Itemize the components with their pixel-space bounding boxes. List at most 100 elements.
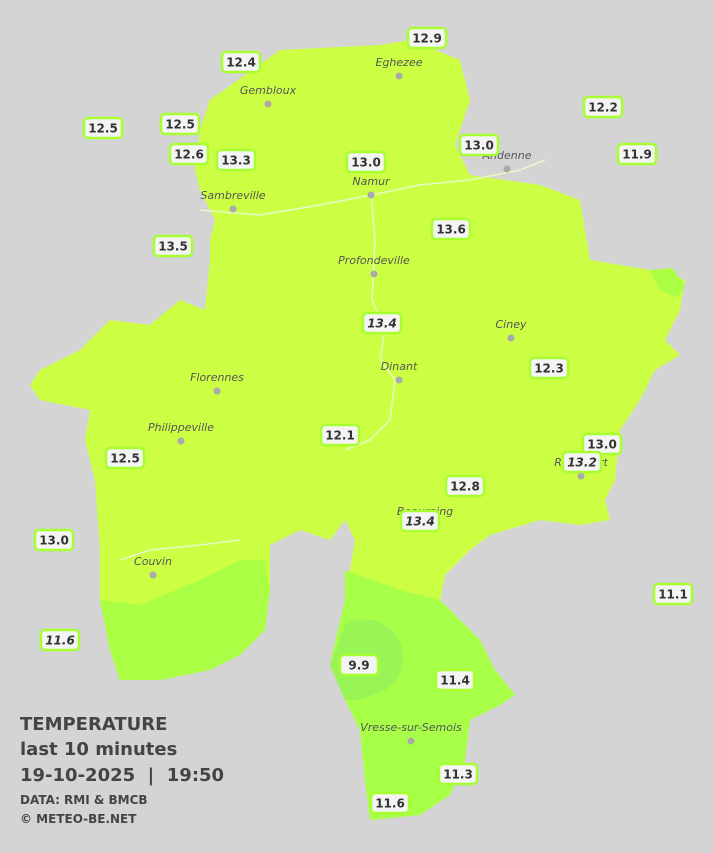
station: 9.9 bbox=[338, 653, 380, 677]
station-value: 12.5 bbox=[165, 118, 195, 132]
station: 13.6 bbox=[430, 217, 472, 241]
city-dot bbox=[395, 72, 403, 80]
city-label: Namur bbox=[352, 175, 391, 188]
station-value: 12.5 bbox=[88, 122, 118, 136]
city-dot bbox=[577, 472, 585, 480]
station: 13.0 bbox=[458, 133, 500, 157]
station: 12.2 bbox=[582, 95, 624, 119]
station-box bbox=[159, 112, 201, 136]
station-value: 12.2 bbox=[588, 101, 618, 115]
station-value: 13.4 bbox=[405, 515, 435, 529]
station-box bbox=[528, 356, 570, 380]
city-label: Philippeville bbox=[148, 421, 214, 434]
station-box bbox=[319, 423, 361, 447]
city-dot bbox=[213, 387, 221, 395]
city-dot bbox=[507, 334, 515, 342]
station: 12.5 bbox=[82, 116, 124, 140]
station-value: 12.6 bbox=[174, 148, 204, 162]
station-value: 11.3 bbox=[443, 768, 473, 782]
legend-subtitle: last 10 minutes bbox=[20, 739, 177, 760]
city-dot bbox=[407, 737, 415, 745]
river bbox=[119, 159, 546, 561]
station-value: 9.9 bbox=[348, 659, 369, 673]
city-label: Couvin bbox=[134, 555, 172, 568]
station-value: 13.0 bbox=[464, 139, 494, 153]
station-box bbox=[82, 116, 124, 140]
station: 12.5 bbox=[104, 446, 146, 470]
station-value: 13.4 bbox=[367, 317, 397, 331]
city-dot bbox=[370, 270, 378, 278]
legend-copyright: © METEO-BE.NET bbox=[20, 812, 137, 826]
station: 13.0 bbox=[345, 150, 387, 174]
station-box bbox=[399, 509, 441, 533]
station: 13.0 bbox=[33, 528, 75, 552]
city-label: Florennes bbox=[190, 371, 244, 384]
city-dot bbox=[264, 100, 272, 108]
city-label: Vresse-sur-Semois bbox=[360, 721, 462, 734]
station-box bbox=[338, 653, 380, 677]
station: 13.3 bbox=[215, 148, 257, 172]
station-box bbox=[104, 446, 146, 470]
station: 13.5 bbox=[152, 234, 194, 258]
station: 12.9 bbox=[406, 26, 448, 50]
city-dot bbox=[395, 376, 403, 384]
city-dot bbox=[367, 191, 375, 199]
city-dot bbox=[229, 205, 237, 213]
station-value: 12.1 bbox=[325, 429, 355, 443]
station-box bbox=[430, 217, 472, 241]
legend-title: TEMPERATURE bbox=[20, 714, 167, 735]
legend-source: DATA: RMI & BMCB bbox=[20, 793, 148, 807]
city-label: Eghezee bbox=[376, 56, 423, 69]
station-value: 11.9 bbox=[622, 148, 652, 162]
station-value: 12.8 bbox=[450, 480, 480, 494]
city-dot bbox=[177, 437, 185, 445]
city-label: Profondeville bbox=[338, 254, 410, 267]
legend-datetime: 19-10-2025 | 19:50 bbox=[20, 765, 224, 786]
station: 13.4 bbox=[361, 311, 403, 335]
station-box bbox=[581, 432, 623, 456]
station-box bbox=[652, 582, 694, 606]
station-value: 11.4 bbox=[440, 674, 470, 688]
station-value: 12.3 bbox=[534, 362, 564, 376]
station: 11.3 bbox=[437, 762, 479, 786]
city-label: Dinant bbox=[381, 360, 418, 373]
station: 13.2 bbox=[561, 450, 603, 474]
station: 13.4 bbox=[399, 509, 441, 533]
station-value: 11.6 bbox=[375, 797, 405, 811]
station: 11.1 bbox=[652, 582, 694, 606]
station: 12.5 bbox=[159, 112, 201, 136]
station-value: 12.4 bbox=[226, 56, 256, 70]
city-dot bbox=[503, 165, 511, 173]
station-value: 13.0 bbox=[351, 156, 381, 170]
city-label: Ciney bbox=[496, 318, 527, 331]
station: 12.3 bbox=[528, 356, 570, 380]
station: 12.6 bbox=[168, 142, 210, 166]
station-box bbox=[39, 628, 81, 652]
station-box bbox=[444, 474, 486, 498]
station-value: 12.9 bbox=[412, 32, 442, 46]
station-box bbox=[434, 668, 476, 692]
station: 12.4 bbox=[220, 50, 262, 74]
station-value: 11.1 bbox=[658, 588, 688, 602]
station-box bbox=[437, 762, 479, 786]
station-box bbox=[561, 450, 603, 474]
station-value: 11.6 bbox=[45, 634, 75, 648]
station-box bbox=[369, 791, 411, 815]
station: 11.4 bbox=[434, 668, 476, 692]
station-box bbox=[215, 148, 257, 172]
cool-spot bbox=[650, 268, 685, 298]
station-box bbox=[582, 95, 624, 119]
station-value: 13.3 bbox=[221, 154, 251, 168]
station-value: 13.0 bbox=[39, 534, 69, 548]
city-label: Gembloux bbox=[240, 84, 297, 97]
station-box bbox=[458, 133, 500, 157]
station: 11.6 bbox=[39, 628, 81, 652]
city-label: Sambreville bbox=[200, 189, 265, 202]
station-value: 13.6 bbox=[436, 223, 466, 237]
station-box bbox=[220, 50, 262, 74]
station-box bbox=[361, 311, 403, 335]
station: 13.0 bbox=[581, 432, 623, 456]
station: 12.1 bbox=[319, 423, 361, 447]
